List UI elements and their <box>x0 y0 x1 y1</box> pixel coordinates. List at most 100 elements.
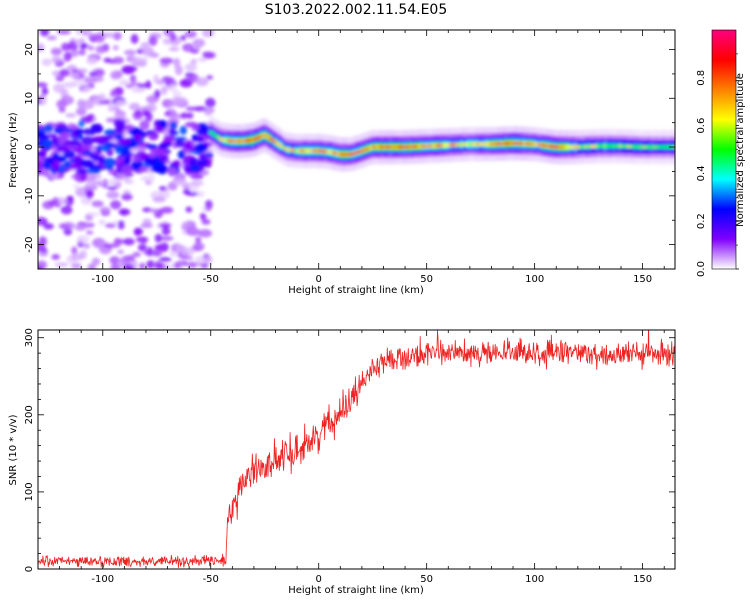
heatmap-cell <box>99 206 111 214</box>
heatmap-cell <box>51 55 62 64</box>
heatmap-cell <box>359 149 363 153</box>
heatmap-cell <box>242 139 247 143</box>
heatmap-cell <box>354 151 358 155</box>
heatmap-cell <box>356 150 361 154</box>
heatmap-cell <box>98 93 106 102</box>
snr-ticks: -100 -50 0 50 100 150 0 100 200 300 <box>24 328 675 585</box>
heatmap-cell <box>530 142 534 146</box>
heatmap-cell <box>169 121 178 130</box>
heatmap-cell <box>202 30 210 37</box>
heatmap-cell <box>639 145 643 149</box>
heatmap-cell <box>600 144 604 148</box>
heatmap-cell <box>118 208 131 216</box>
heatmap-cell <box>240 139 244 143</box>
heatmap-cell <box>330 150 335 155</box>
heatmap-cell <box>390 145 394 149</box>
heatmap-cell <box>112 31 122 41</box>
heatmap-cell <box>628 144 633 149</box>
heatmap-cell <box>150 208 158 214</box>
heatmap-cell <box>155 79 166 85</box>
heatmap-cell <box>351 151 355 156</box>
heatmap-cell <box>184 30 197 38</box>
heatmap-cell <box>131 161 142 171</box>
heatmap-cell <box>177 150 186 160</box>
heatmap-cell <box>63 160 71 169</box>
heatmap-cell <box>165 77 176 83</box>
heatmap-cell <box>132 110 144 121</box>
heatmap-cell <box>325 150 329 154</box>
heatmap-cell <box>584 144 589 149</box>
heatmap-cell <box>158 257 172 262</box>
x-tick-label: -50 <box>203 274 219 285</box>
heatmap-cell <box>470 142 475 146</box>
heatmap-cell <box>478 142 482 146</box>
heatmap-cell <box>179 125 187 135</box>
heatmap-cell <box>70 262 82 269</box>
heatmap-cell <box>481 142 485 146</box>
heatmap-cell <box>123 238 135 246</box>
heatmap-cell <box>636 145 640 149</box>
heatmap-cell <box>75 107 87 116</box>
heatmap-cell <box>139 120 150 131</box>
heatmap-cell <box>104 223 117 228</box>
heatmap-cell <box>328 150 332 154</box>
heatmap-cell <box>132 251 141 258</box>
heatmap-cell <box>73 224 86 231</box>
heatmap-cell <box>372 145 376 149</box>
heatmap-cell <box>219 137 223 142</box>
heatmap-cell <box>416 144 420 149</box>
heatmap-cell <box>190 58 198 65</box>
heatmap-cell <box>184 76 195 81</box>
heatmap-cell <box>190 180 204 186</box>
heatmap-cell <box>88 164 102 171</box>
snr-ylabel: SNR (10 * v/v) <box>8 414 19 485</box>
snr-frame <box>37 329 676 570</box>
heatmap-cell <box>72 184 80 189</box>
heatmap-cell <box>382 145 386 149</box>
heatmap-cell <box>196 128 209 136</box>
heatmap-cell <box>421 144 425 148</box>
heatmap-cell <box>507 141 511 146</box>
heatmap-cell <box>83 30 93 34</box>
heatmap-cell <box>203 255 213 265</box>
colorbar-tick-label: 0.4 <box>696 165 707 181</box>
heatmap-cell <box>343 152 348 157</box>
heatmap-cell <box>52 197 59 205</box>
heatmap-cell <box>81 86 92 93</box>
heatmap-cell <box>38 151 47 157</box>
heatmap-cell <box>73 128 85 135</box>
heatmap-cell <box>160 206 174 214</box>
heatmap-cell <box>615 144 620 148</box>
x-tick-label: 150 <box>633 574 652 585</box>
heatmap-cell <box>338 152 342 157</box>
heatmap-cell <box>279 143 283 148</box>
heatmap-cell <box>266 135 270 139</box>
heatmap-cell <box>426 144 431 148</box>
heatmap-cell <box>131 87 146 93</box>
heatmap-cell <box>302 149 306 153</box>
heatmap-cell <box>455 143 459 147</box>
colorbar: 0.0 0.2 0.4 0.6 0.8 Normalized spectral ampl… <box>696 29 746 277</box>
y-tick-label: -10 <box>24 188 35 204</box>
heatmap-cell <box>403 145 407 149</box>
heatmap-cell <box>168 102 178 107</box>
heatmap-cell <box>160 242 169 253</box>
heatmap-cell <box>605 144 609 148</box>
heatmap-cell <box>248 138 252 143</box>
heatmap-cell <box>644 145 648 149</box>
heatmap-cell <box>146 260 155 269</box>
spectrogram-ylabel: Frequency (Hz) <box>8 112 19 188</box>
heatmap-cell <box>660 145 664 149</box>
heatmap-cell <box>582 145 586 149</box>
heatmap-cell <box>38 251 49 257</box>
heatmap-cell <box>204 152 214 158</box>
heatmap-cell <box>126 65 138 72</box>
heatmap-cell <box>76 168 88 175</box>
heatmap-cell <box>203 108 213 116</box>
heatmap-cell <box>192 38 206 48</box>
heatmap-cell <box>186 112 194 119</box>
heatmap-cell <box>51 253 60 260</box>
heatmap-cell <box>69 163 79 170</box>
snr-xlabel: Height of straight line (km) <box>288 585 424 596</box>
heatmap-cell <box>193 242 205 252</box>
